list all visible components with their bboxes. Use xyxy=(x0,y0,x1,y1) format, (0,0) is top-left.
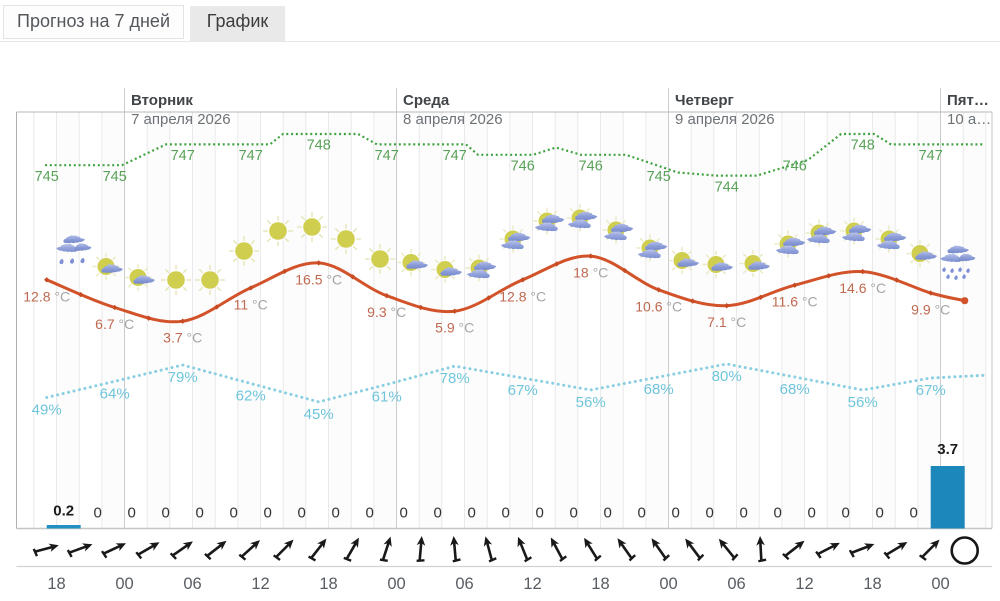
svg-text:746: 746 xyxy=(783,159,807,175)
svg-text:0: 0 xyxy=(876,505,884,522)
svg-text:00: 00 xyxy=(659,575,677,593)
svg-text:747: 747 xyxy=(239,148,263,164)
svg-text:06: 06 xyxy=(183,575,201,593)
svg-text:0: 0 xyxy=(332,505,340,522)
svg-text:12: 12 xyxy=(251,575,269,593)
svg-text:11 °C: 11 °C xyxy=(234,296,268,312)
svg-text:748: 748 xyxy=(307,138,331,154)
svg-text:79%: 79% xyxy=(168,369,198,386)
svg-text:0: 0 xyxy=(264,505,272,522)
svg-text:0: 0 xyxy=(638,505,646,522)
svg-text:64%: 64% xyxy=(100,385,130,402)
svg-text:Вторник: Вторник xyxy=(131,92,193,109)
svg-text:18 °C: 18 °C xyxy=(573,265,608,281)
svg-text:Четверг: Четверг xyxy=(675,92,734,109)
svg-text:18: 18 xyxy=(863,575,881,593)
svg-text:14.6 °C: 14.6 °C xyxy=(839,280,886,296)
svg-text:0: 0 xyxy=(366,505,374,522)
svg-text:06: 06 xyxy=(727,575,745,593)
svg-text:6.7 °C: 6.7 °C xyxy=(95,316,134,332)
svg-text:0: 0 xyxy=(808,505,816,522)
svg-text:0: 0 xyxy=(128,505,136,522)
svg-text:67%: 67% xyxy=(916,382,946,399)
svg-text:0: 0 xyxy=(672,505,680,522)
svg-text:0: 0 xyxy=(162,505,170,522)
svg-text:8 апреля 2026: 8 апреля 2026 xyxy=(403,111,503,128)
svg-text:0: 0 xyxy=(604,505,612,522)
svg-text:0: 0 xyxy=(910,505,918,522)
svg-text:10.6 °C: 10.6 °C xyxy=(635,298,682,314)
svg-text:0: 0 xyxy=(468,505,476,522)
svg-text:9.3 °C: 9.3 °C xyxy=(367,304,406,320)
svg-text:00: 00 xyxy=(387,575,405,593)
svg-text:744: 744 xyxy=(715,179,739,195)
svg-text:7.1 °C: 7.1 °C xyxy=(707,314,746,330)
svg-text:12.8 °C: 12.8 °C xyxy=(23,288,70,304)
svg-text:3.7 °C: 3.7 °C xyxy=(163,330,202,346)
svg-text:12.8 °C: 12.8 °C xyxy=(499,288,546,304)
svg-text:747: 747 xyxy=(443,148,467,164)
svg-text:748: 748 xyxy=(851,138,875,154)
svg-text:00: 00 xyxy=(115,575,133,593)
svg-text:56%: 56% xyxy=(848,394,878,411)
svg-text:Пят…: Пят… xyxy=(947,92,989,109)
svg-text:9 апреля 2026: 9 апреля 2026 xyxy=(675,111,775,128)
svg-text:68%: 68% xyxy=(780,381,810,398)
svg-text:0: 0 xyxy=(740,505,748,522)
svg-text:11.6 °C: 11.6 °C xyxy=(772,294,818,310)
svg-text:0: 0 xyxy=(570,505,578,522)
svg-text:0: 0 xyxy=(842,505,850,522)
svg-text:06: 06 xyxy=(455,575,473,593)
svg-text:745: 745 xyxy=(103,169,127,185)
svg-text:78%: 78% xyxy=(440,370,470,387)
svg-text:12: 12 xyxy=(523,575,541,593)
svg-text:0: 0 xyxy=(298,505,306,522)
svg-text:0: 0 xyxy=(706,505,714,522)
svg-text:16.5 °C: 16.5 °C xyxy=(295,271,342,287)
svg-text:18: 18 xyxy=(591,575,609,593)
svg-text:7 апреля 2026: 7 апреля 2026 xyxy=(131,111,231,128)
svg-text:67%: 67% xyxy=(508,382,538,399)
svg-text:62%: 62% xyxy=(236,388,266,405)
svg-text:12: 12 xyxy=(795,575,813,593)
svg-text:0: 0 xyxy=(196,505,204,522)
svg-text:0: 0 xyxy=(774,505,782,522)
svg-text:10 а…: 10 а… xyxy=(947,111,991,128)
svg-text:0: 0 xyxy=(400,505,408,522)
svg-text:61%: 61% xyxy=(372,389,402,406)
svg-text:745: 745 xyxy=(35,169,59,185)
svg-text:5.9 °C: 5.9 °C xyxy=(435,320,474,336)
svg-text:746: 746 xyxy=(579,159,603,175)
svg-text:9.9 °C: 9.9 °C xyxy=(911,302,950,318)
svg-text:0.2: 0.2 xyxy=(53,503,74,520)
svg-text:0: 0 xyxy=(94,505,102,522)
svg-text:45%: 45% xyxy=(304,406,334,423)
svg-text:0: 0 xyxy=(434,505,442,522)
svg-text:746: 746 xyxy=(511,159,535,175)
svg-text:747: 747 xyxy=(919,148,943,164)
svg-text:0: 0 xyxy=(502,505,510,522)
svg-text:18: 18 xyxy=(47,575,65,593)
svg-text:49%: 49% xyxy=(32,402,62,419)
svg-text:747: 747 xyxy=(375,148,399,164)
svg-text:Среда: Среда xyxy=(403,92,450,109)
svg-text:80%: 80% xyxy=(712,368,742,385)
svg-text:0: 0 xyxy=(230,505,238,522)
svg-text:745: 745 xyxy=(647,169,671,185)
svg-text:00: 00 xyxy=(931,575,949,593)
svg-text:18: 18 xyxy=(319,575,337,593)
svg-text:0: 0 xyxy=(536,505,544,522)
svg-text:68%: 68% xyxy=(644,381,674,398)
svg-text:56%: 56% xyxy=(576,394,606,411)
svg-text:747: 747 xyxy=(171,148,195,164)
svg-text:3.7: 3.7 xyxy=(937,441,958,458)
